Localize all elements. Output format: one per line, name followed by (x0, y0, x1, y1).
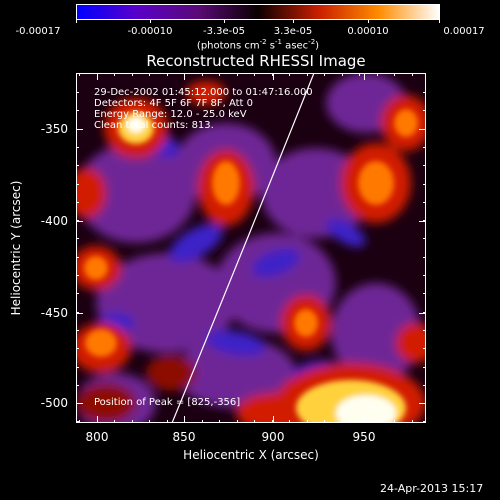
colorbar-tick-label: 0.00010 (347, 26, 389, 37)
image-blob (169, 223, 223, 263)
x-axis-label: Heliocentric X (arcsec) (183, 448, 319, 462)
observation-info: 29-Dec-2002 01:45:12.000 to 01:47:16.000… (94, 87, 313, 131)
units-mid: asec (282, 40, 309, 52)
y-axis-label: Heliocentric Y (arcsec) (9, 180, 23, 316)
x-tick-label: 850 (172, 430, 196, 444)
units-exp: -1 (275, 38, 283, 46)
info-line: Clean total counts: 813. (94, 120, 214, 131)
units-mid: s (266, 40, 276, 52)
info-line: Energy Range: 12.0 - 25.0 keV (94, 109, 247, 120)
image-blob (358, 161, 394, 205)
colorbar-tick (76, 20, 77, 23)
colorbar-tick-label: -0.00017 (15, 26, 61, 37)
plot-title: Reconstructed RHESSI Image (146, 52, 366, 70)
image-blob (396, 323, 426, 363)
colorbar-tick-label: -3.3e-05 (203, 26, 245, 37)
image-blob (336, 395, 396, 423)
rhessi-image: 29-Dec-2002 01:45:12.000 to 01:47:16.000… (76, 73, 426, 423)
image-blob (146, 355, 196, 391)
colorbar-tick (150, 20, 151, 23)
colorbar-units: (photons cm-2 s-1 asec-2) (197, 38, 319, 51)
image-blob (85, 329, 117, 357)
y-tick-label: -400 (40, 214, 68, 228)
colorbar-ticks: -0.00017 -0.00010 -3.3e-05 3.3e-05 0.000… (0, 0, 500, 40)
colorbar-tick (293, 20, 294, 23)
units-suffix: ) (315, 40, 320, 52)
y-tick-label: -500 (40, 396, 68, 410)
solar-limb-line (171, 73, 315, 423)
peak-position-label: Position of Peak = [825,-356] (94, 397, 241, 408)
image-blob (236, 393, 316, 423)
info-line: Detectors: 4F 5F 6F 7F 8F, Att 0 (94, 98, 254, 109)
colorbar (76, 4, 440, 20)
colorbar-tick (439, 20, 440, 23)
colorbar-tick (224, 20, 225, 23)
image-blob (394, 109, 418, 137)
info-line: 29-Dec-2002 01:45:12.000 to 01:47:16.000 (94, 87, 313, 98)
y-tick-label: -450 (40, 306, 68, 320)
image-blob (206, 330, 266, 356)
colorbar-tick-label: 0.00017 (443, 26, 485, 37)
image-blob (212, 161, 240, 205)
image-blob (186, 81, 226, 105)
units-exp: -2 (259, 38, 267, 46)
image-blob (326, 219, 366, 247)
colorbar-tick-label: 3.3e-05 (273, 26, 313, 37)
image-blob (252, 248, 300, 278)
generation-timestamp: 24-Apr-2013 15:17 (380, 482, 484, 495)
image-blob (76, 383, 136, 423)
y-tick-label: -350 (40, 122, 68, 136)
x-tick-label: 950 (352, 430, 376, 444)
colorbar-tick-label: -0.00010 (127, 26, 173, 37)
image-blob (176, 338, 296, 408)
units-exp: -2 (308, 38, 316, 46)
image-blob (127, 117, 145, 133)
image-blob (76, 168, 106, 218)
image-canvas (76, 73, 426, 423)
colorbar-tick (368, 20, 369, 23)
image-blob (294, 309, 318, 337)
x-tick-label: 800 (85, 430, 109, 444)
image-blob (76, 143, 196, 243)
units-prefix: (photons cm (196, 40, 260, 52)
x-tick-label: 900 (261, 430, 285, 444)
image-blob (84, 256, 108, 280)
image-blob (331, 283, 421, 383)
